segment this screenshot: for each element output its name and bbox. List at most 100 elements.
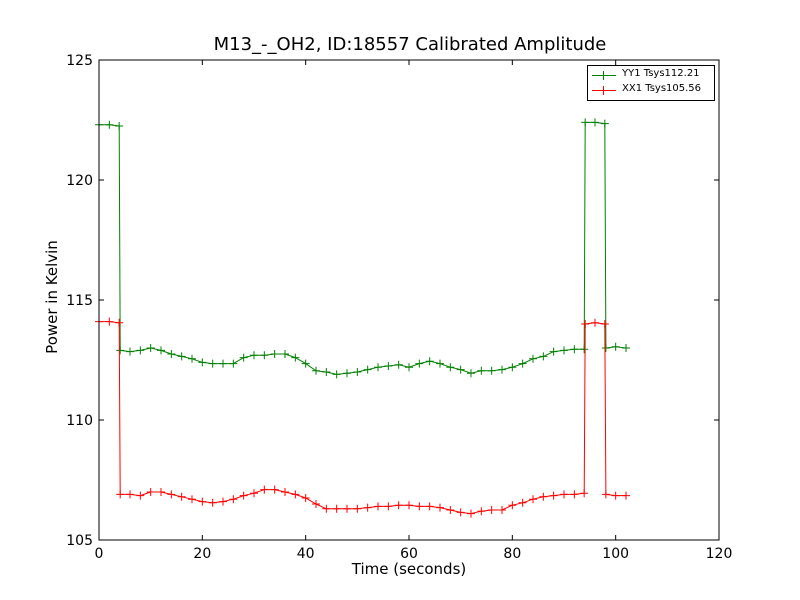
data-point-0-52 [601, 344, 610, 352]
data-point-1-50 [591, 318, 599, 327]
data-point-0-31 [405, 363, 413, 372]
data-point-1-20 [291, 490, 300, 499]
data-point-0-27 [363, 365, 372, 374]
x-tick-label: 120 [706, 546, 733, 562]
data-point-0-35 [446, 363, 455, 372]
data-point-1-10 [188, 495, 196, 504]
data-point-1-1 [105, 317, 114, 326]
data-point-0-17 [260, 351, 269, 360]
data-point-0-50 [591, 118, 599, 127]
data-point-1-25 [343, 504, 351, 513]
data-point-1-9 [177, 492, 186, 501]
x-tick-label: 80 [503, 546, 521, 562]
data-point-0-37 [467, 369, 475, 378]
x-axis-label: Time (seconds) [351, 560, 467, 578]
data-point-0-45 [549, 347, 558, 356]
data-point-1-6 [146, 488, 155, 496]
data-point-1-43 [529, 495, 537, 504]
x-tick-label: 60 [400, 546, 418, 562]
data-point-1-8 [167, 490, 176, 499]
axes-frame [98, 59, 720, 541]
data-point-0-40 [498, 365, 506, 374]
x-tick-label: 0 [95, 546, 104, 562]
data-point-0-33 [425, 357, 434, 366]
data-point-1-17 [260, 485, 269, 494]
data-point-0-38 [477, 366, 486, 375]
legend-label-xx1: XX1 Tsys105.56 [622, 83, 702, 94]
data-point-0-16 [250, 351, 258, 360]
data-point-0-25 [343, 369, 351, 378]
data-point-0-11 [198, 358, 207, 367]
data-point-1-47 [570, 490, 579, 499]
data-point-1-54 [622, 491, 630, 500]
data-point-1-7 [157, 488, 165, 496]
data-point-1-42 [518, 498, 527, 507]
legend-marker-xx1 [603, 86, 604, 95]
data-point-1-37 [467, 509, 475, 518]
data-point-0-9 [177, 352, 186, 361]
data-point-1-24 [332, 504, 341, 513]
data-point-0-12 [208, 359, 217, 368]
data-point-0-43 [529, 354, 537, 363]
data-point-1-22 [312, 500, 320, 508]
data-point-1-52 [601, 490, 610, 499]
data-point-0-10 [188, 354, 196, 363]
data-point-1-41 [508, 501, 517, 510]
chart-title: M13_-_OH2, ID:18557 Calibrated Amplitude [213, 34, 607, 55]
data-point-0-47 [570, 345, 579, 354]
data-point-1-39 [487, 506, 496, 514]
data-point-1-19 [281, 488, 289, 496]
data-point-0-54 [622, 344, 630, 352]
legend-swatch-xx1 [592, 90, 616, 91]
data-point-1-2 [115, 318, 124, 327]
data-point-0-28 [374, 363, 382, 372]
y-tick-label: 125 [66, 53, 93, 69]
data-point-0-8 [167, 350, 176, 358]
y-tick-label: 115 [66, 293, 93, 309]
data-point-0-24 [332, 370, 341, 379]
x-tick-label: 40 [297, 546, 315, 562]
data-point-1-53 [611, 491, 620, 500]
data-point-1-11 [198, 497, 207, 506]
data-point-1-5 [136, 491, 145, 500]
data-point-1-30 [394, 501, 403, 510]
data-point-1-49 [581, 320, 590, 328]
data-point-1-23 [322, 504, 331, 513]
y-tick-label: 120 [66, 173, 93, 189]
legend-entry-yy1: YY1 Tsys112.21 [592, 68, 712, 82]
data-point-1-28 [374, 502, 382, 511]
data-point-1-14 [229, 495, 238, 504]
data-point-0-26 [353, 368, 362, 376]
data-point-1-48 [580, 489, 589, 498]
data-point-1-38 [477, 507, 486, 516]
data-point-1-35 [446, 506, 455, 514]
data-point-0-46 [560, 346, 568, 355]
x-tick-label: 100 [602, 546, 629, 562]
data-point-0-41 [508, 363, 517, 372]
data-point-1-40 [498, 506, 506, 514]
data-point-0-49 [581, 118, 590, 127]
data-point-0-23 [322, 368, 331, 376]
data-point-0-32 [415, 359, 424, 368]
series-line-1 [99, 321, 626, 515]
data-point-1-45 [549, 491, 558, 500]
legend: YY1 Tsys112.21 XX1 Tsys105.56 [587, 65, 715, 101]
legend-entry-xx1: XX1 Tsys105.56 [592, 83, 712, 97]
data-point-0-29 [384, 362, 393, 370]
data-point-0-44 [539, 352, 548, 361]
data-point-1-16 [250, 489, 258, 498]
data-point-1-44 [539, 492, 548, 501]
data-point-0-4 [126, 347, 134, 356]
data-point-1-21 [301, 494, 310, 502]
data-point-0-15 [239, 353, 248, 362]
legend-label-yy1: YY1 Tsys112.21 [622, 68, 700, 79]
data-point-0-39 [487, 366, 496, 375]
data-point-1-15 [239, 491, 248, 500]
data-point-1-29 [384, 502, 393, 511]
data-point-0-36 [456, 365, 465, 374]
data-point-0-6 [146, 344, 155, 352]
y-tick-label: 110 [66, 413, 93, 429]
data-point-0-48 [580, 345, 589, 354]
